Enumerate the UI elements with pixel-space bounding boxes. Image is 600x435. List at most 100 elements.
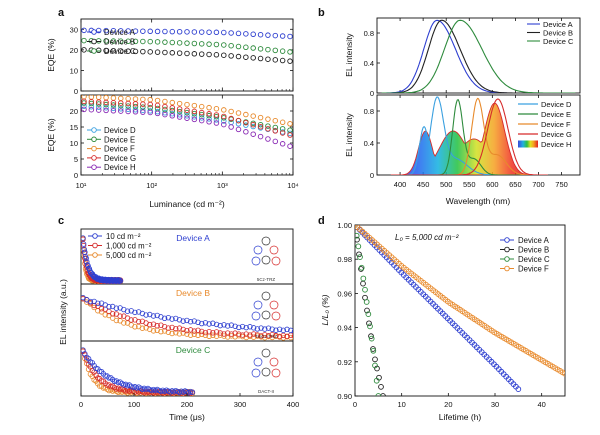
data-point-device-b (280, 327, 287, 334)
y-tick-label: 0.90 (337, 392, 352, 401)
y-tick-label: 0.94 (337, 324, 352, 333)
data-point-device-b (124, 308, 131, 314)
data-point-device-b (118, 48, 124, 54)
data-point-device-f (95, 95, 102, 101)
data-point-device-b (147, 321, 153, 328)
data-point-device-b (158, 314, 164, 320)
data-point-device-e (95, 101, 102, 107)
data-point-device-b (276, 333, 283, 340)
data-point-device-h (110, 108, 117, 114)
data-point-device-b (288, 327, 293, 334)
panel-a-bottom-ylabel: EQE (%) (46, 118, 56, 152)
data-point-device-b (236, 324, 242, 331)
data-point-device-b (284, 333, 290, 339)
data-point-device-d (235, 121, 242, 127)
x-tick-label: 650 (509, 180, 522, 189)
data-point-device-b (98, 309, 105, 315)
legend-swatch-device-h (518, 140, 538, 148)
data-point-device-g (221, 113, 227, 120)
data-point-device-b (191, 51, 198, 57)
data-point-device-g (235, 117, 242, 124)
data-point-device-f (191, 102, 198, 109)
data-point-device-b (125, 48, 131, 54)
data-point-device-b (378, 383, 384, 390)
data-point-device-h (125, 108, 131, 115)
y-tick-label: 0 (74, 171, 78, 180)
molecule-ring (261, 367, 271, 377)
data-point-device-d (243, 122, 249, 128)
data-point-device-b (380, 393, 386, 396)
data-point-device-e (81, 100, 87, 106)
legend-marker-device-h (91, 164, 97, 170)
data-point-device-a (83, 255, 89, 262)
data-point-device-e (191, 110, 198, 117)
data-point-device-f (176, 100, 183, 107)
data-point-device-b (368, 333, 374, 340)
data-point-device-f (132, 96, 139, 102)
data-point-device-b (140, 48, 146, 55)
data-point-device-h (147, 109, 153, 116)
decay-group (81, 347, 196, 396)
data-point-device-g (118, 100, 124, 106)
data-point-device-g (162, 103, 168, 110)
data-point-device-b (243, 54, 249, 60)
data-point-device-b (154, 323, 160, 329)
data-point-device-b (173, 326, 179, 332)
data-point-device-c (370, 347, 377, 354)
data-point-device-c (279, 48, 286, 54)
data-point-device-b (280, 332, 287, 339)
data-point-device-c (189, 389, 196, 396)
data-point-device-g (176, 106, 183, 112)
data-point-device-b (258, 333, 264, 339)
data-point-device-g (265, 126, 271, 132)
data-point-device-b (239, 332, 246, 338)
data-point-device-b (81, 47, 87, 53)
panel-a-bottom-frame (80, 94, 294, 176)
data-point-device-g (88, 98, 95, 105)
data-point-device-e (118, 102, 124, 109)
data-point-device-b (169, 50, 176, 56)
data-point-device-e (162, 106, 168, 113)
data-point-device-a (265, 32, 271, 38)
data-point-device-b (206, 329, 212, 335)
data-point-device-b (232, 334, 238, 340)
data-point-device-d (132, 107, 139, 113)
legend-label-device-c: Device C (104, 47, 136, 56)
molecule-ring (253, 245, 263, 255)
data-point-device-b (161, 323, 168, 330)
data-point-device-b (110, 47, 117, 54)
data-point-device-b (250, 55, 256, 61)
data-point-device-b (213, 52, 220, 58)
data-point-device-d (184, 113, 190, 119)
data-point-device-d (110, 105, 117, 112)
data-point-device-g (81, 98, 87, 105)
x-tick-label: 700 (532, 180, 545, 189)
x-tick-label: 300 (234, 400, 247, 409)
legend-label-device-h: Device H (541, 140, 571, 149)
data-point-device-h (154, 110, 161, 117)
legend-label-device-f: Device F (104, 145, 135, 154)
data-point-device-g (228, 115, 234, 122)
data-point-device-b (195, 332, 201, 338)
data-point-device-a (95, 27, 102, 34)
legend-marker-device-b (504, 246, 510, 253)
data-point-device-e (279, 126, 286, 132)
data-point-device-e (176, 108, 183, 115)
data-point-device-b (195, 327, 201, 333)
data-point-device-c (206, 41, 212, 47)
data-point-device-a (81, 246, 87, 253)
x-tick-label: 100 (128, 400, 141, 409)
data-point-device-b (180, 330, 186, 336)
y-tick-label: 5 (74, 155, 78, 164)
data-point-device-c (372, 362, 378, 369)
data-point-device-b (184, 50, 190, 57)
data-point-device-b (184, 327, 190, 334)
data-point-device-b (173, 315, 179, 322)
data-point-device-b (103, 47, 109, 54)
data-point-device-c (355, 243, 362, 250)
data-point-device-b (291, 329, 293, 334)
data-point-device-b (213, 321, 220, 328)
x-tick-label: 10² (146, 181, 157, 190)
data-point-device-b (150, 328, 157, 334)
legend-marker (92, 233, 98, 239)
